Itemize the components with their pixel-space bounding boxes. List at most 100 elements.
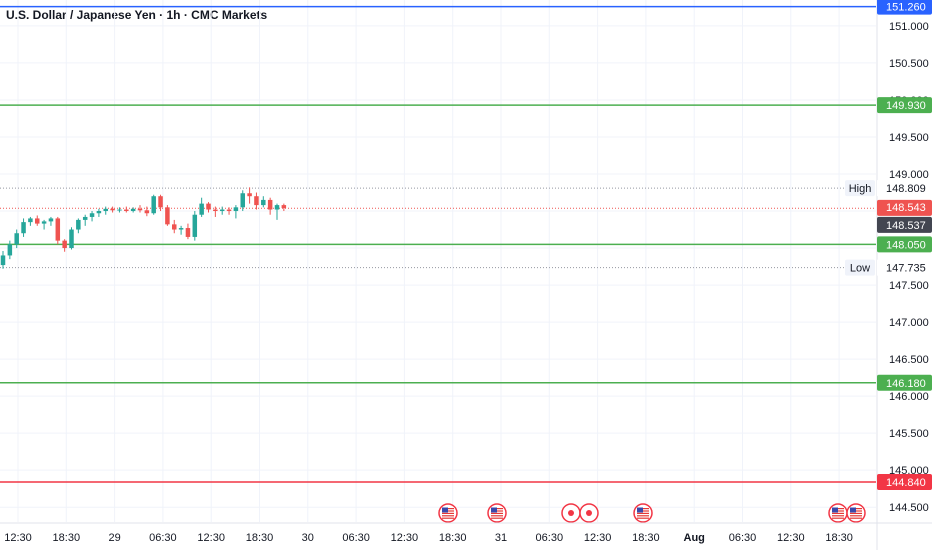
price-tick-label: 149.500 xyxy=(889,132,929,144)
flag-stripe xyxy=(637,515,649,517)
flag-stripe xyxy=(491,512,503,514)
candle-body xyxy=(213,209,218,212)
high-price-tag xyxy=(877,180,932,197)
event-dot-icon[interactable] xyxy=(561,503,581,523)
candle-body xyxy=(254,196,259,206)
chart-title: U.S. Dollar / Japanese Yen · 1h · CMC Ma… xyxy=(6,8,268,22)
candle-body xyxy=(124,209,129,212)
price-axis[interactable]: 151.000150.500150.000149.500149.000148.5… xyxy=(876,0,929,550)
price-tick-label: 151.000 xyxy=(889,21,929,33)
flag-stripe xyxy=(850,512,862,514)
time-tick-label: Aug xyxy=(684,532,705,544)
price-tick-label: 144.500 xyxy=(889,502,929,514)
candle-body xyxy=(178,228,184,230)
time-tick-label: 06:30 xyxy=(729,532,757,544)
flag-canton xyxy=(832,507,838,513)
level-tag-label: 149.930 xyxy=(886,100,926,112)
candle-body xyxy=(55,218,61,241)
price-tick-label: 147.000 xyxy=(889,317,929,329)
flag-stripe xyxy=(491,515,503,517)
candle-body xyxy=(206,203,211,210)
candle-body xyxy=(103,208,108,212)
candle-body xyxy=(28,218,33,223)
candle-body xyxy=(69,229,74,249)
flag-canton xyxy=(637,507,643,513)
flag-stripe xyxy=(832,512,844,514)
us-flag-event-icon[interactable] xyxy=(438,503,458,523)
time-axis[interactable]: 12:30 18:30 29 06:30 12:30 18:30 30 06:30 12:30 1… xyxy=(0,522,932,544)
event-dot xyxy=(568,510,574,516)
high-badge-label: High xyxy=(849,183,872,195)
candle-body xyxy=(247,193,252,197)
candle-body xyxy=(35,218,40,224)
price-tags: 151.260 149.930 148.050 146.180 144.840 148.8… xyxy=(845,0,932,491)
grid-lines xyxy=(0,0,876,522)
low-badge xyxy=(845,259,875,276)
low-price-tag xyxy=(877,259,932,276)
price-tick-label: 145.500 xyxy=(889,428,929,440)
candle-body xyxy=(185,228,191,237)
candle-body xyxy=(137,208,143,211)
candle-body xyxy=(261,199,266,206)
candle-body xyxy=(267,199,273,210)
flag-stripe xyxy=(637,512,649,514)
us-flag-event-icon[interactable] xyxy=(487,503,507,523)
level-tag-label: 144.840 xyxy=(886,477,926,489)
flag-stripe xyxy=(850,515,862,517)
time-tick-label: 29 xyxy=(108,532,120,544)
price-tick-label: 146.000 xyxy=(889,391,929,403)
candle-body xyxy=(41,221,47,224)
level-tag xyxy=(877,0,932,15)
high-badge xyxy=(845,180,875,197)
time-tick-label: 12:30 xyxy=(391,532,419,544)
time-tick-label: 06:30 xyxy=(342,532,370,544)
level-tag-label: 146.180 xyxy=(886,378,926,390)
flag-stripe xyxy=(442,515,454,517)
horizontal-levels xyxy=(0,5,876,483)
flag-canton xyxy=(491,507,497,513)
level-tag xyxy=(877,474,932,491)
candle-body xyxy=(192,214,198,237)
candle-body xyxy=(199,203,204,215)
level-tag xyxy=(877,236,932,253)
candle-body xyxy=(172,224,177,230)
event-dot xyxy=(586,510,592,516)
flag-stripe xyxy=(442,512,454,514)
current-price-tag xyxy=(877,199,932,216)
time-tick-label: 18:30 xyxy=(246,532,274,544)
candle-body xyxy=(14,233,19,245)
flag-stripe xyxy=(637,517,649,519)
candle-body xyxy=(165,207,170,225)
event-dot-icon[interactable] xyxy=(579,503,599,523)
time-tick-label: 18:30 xyxy=(53,532,81,544)
candle-body xyxy=(274,205,280,210)
candle-body xyxy=(82,216,88,220)
candle-body xyxy=(96,211,102,214)
candle-body xyxy=(0,255,6,266)
current-price-label: 148.543 xyxy=(886,202,926,214)
candle-body xyxy=(240,193,245,208)
flag-canton xyxy=(850,507,856,513)
us-flag-event-icon[interactable] xyxy=(828,503,848,523)
candles xyxy=(0,187,287,269)
candle-body xyxy=(48,218,54,222)
level-tag-label: 151.260 xyxy=(886,2,926,14)
us-flag-event-icon[interactable] xyxy=(633,503,653,523)
flag-stripe xyxy=(850,517,862,519)
price-tick-label: 146.500 xyxy=(889,354,929,366)
economic-events xyxy=(438,503,866,523)
price-tick-label: 147.500 xyxy=(889,280,929,292)
candle-body xyxy=(151,196,156,214)
candle-body xyxy=(144,210,150,214)
candle-body xyxy=(130,208,136,212)
time-tick-label: 12:30 xyxy=(777,532,805,544)
high-price-label: 148.809 xyxy=(886,183,926,195)
level-tag xyxy=(877,374,932,391)
us-flag-event-icon[interactable] xyxy=(846,503,866,523)
flag-stripe xyxy=(442,517,454,519)
candle-body xyxy=(117,209,122,211)
last-close-label: 148.537 xyxy=(886,220,926,232)
level-tag xyxy=(877,97,932,114)
candle-body xyxy=(21,222,26,234)
